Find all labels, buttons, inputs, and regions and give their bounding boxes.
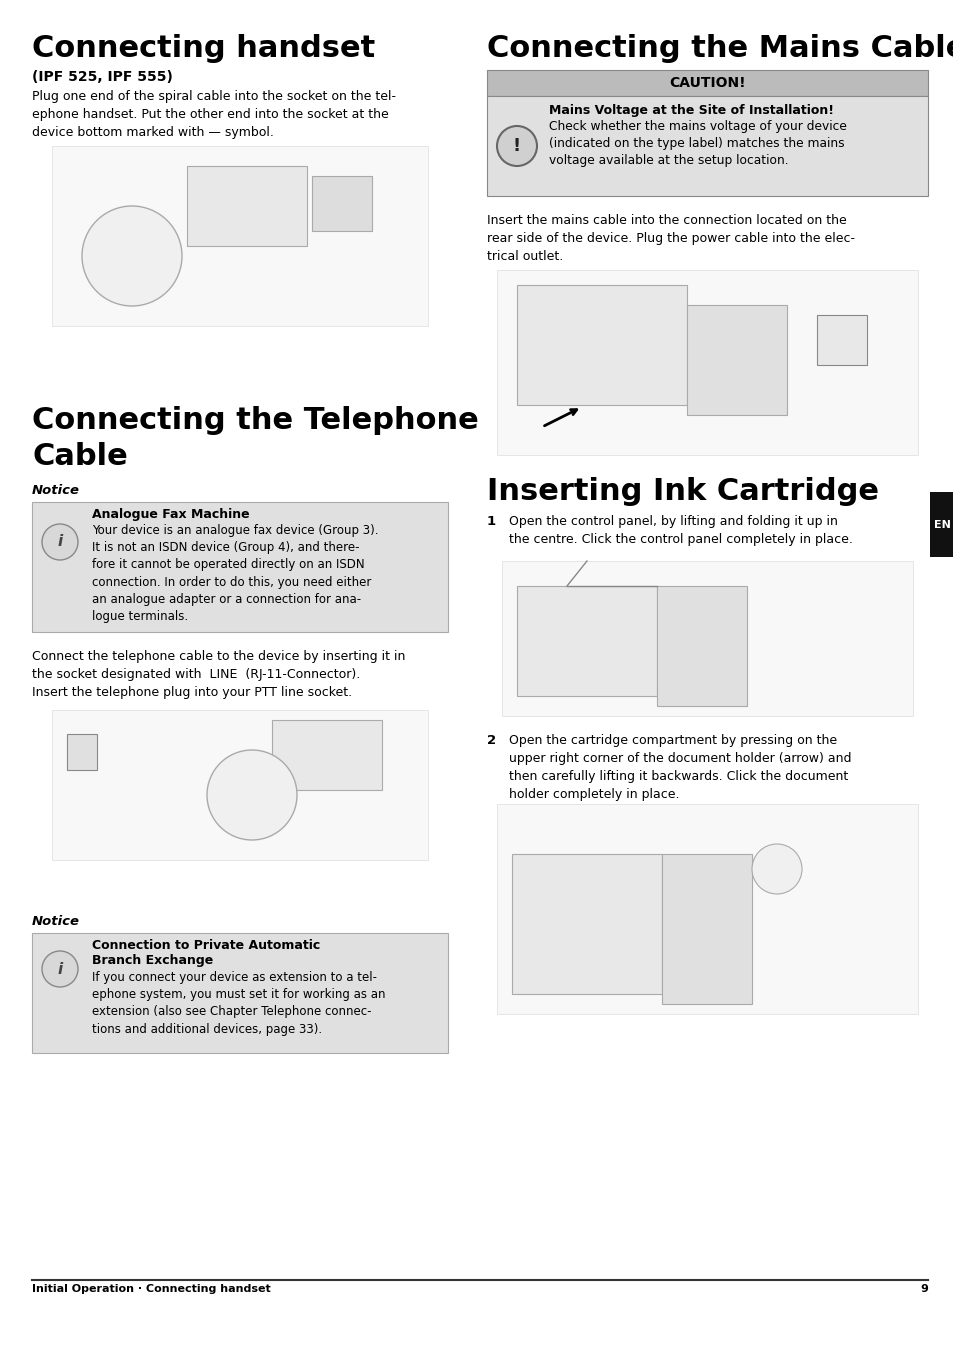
Bar <box>657 585 746 706</box>
Bar <box>661 854 751 1005</box>
Bar <box>486 70 927 96</box>
Text: Connecting the Telephone: Connecting the Telephone <box>32 406 478 435</box>
Text: !: ! <box>513 137 520 155</box>
Text: If you connect your device as extension to a tel-
ephone system, you must set it: If you connect your device as extension … <box>91 971 385 1036</box>
Text: i: i <box>57 961 63 976</box>
Text: Branch Exchange: Branch Exchange <box>91 955 213 967</box>
Text: Notice: Notice <box>32 915 80 927</box>
Bar <box>497 804 917 1014</box>
Circle shape <box>207 750 296 840</box>
Text: i: i <box>57 534 63 549</box>
Bar <box>32 502 448 631</box>
Text: 1: 1 <box>486 515 496 529</box>
Text: Mains Voltage at the Site of Installation!: Mains Voltage at the Site of Installatio… <box>548 104 833 118</box>
Text: Your device is an analogue fax device (Group 3).
It is not an ISDN device (Group: Your device is an analogue fax device (G… <box>91 525 378 623</box>
Text: Connect the telephone cable to the device by inserting it in
the socket designat: Connect the telephone cable to the devic… <box>32 650 405 699</box>
Bar <box>312 176 372 231</box>
Bar <box>517 585 657 696</box>
Circle shape <box>82 206 182 306</box>
Text: Cable: Cable <box>32 442 128 470</box>
Text: Insert the mains cable into the connection located on the
rear side of the devic: Insert the mains cable into the connecti… <box>486 214 854 264</box>
Bar <box>929 492 953 557</box>
Text: Open the control panel, by lifting and folding it up in
the centre. Click the co: Open the control panel, by lifting and f… <box>509 515 852 546</box>
Bar <box>67 734 97 771</box>
Text: Plug one end of the spiral cable into the socket on the tel-
ephone handset. Put: Plug one end of the spiral cable into th… <box>32 91 395 139</box>
Bar <box>486 96 927 196</box>
Text: Connecting handset: Connecting handset <box>32 34 375 64</box>
Text: Connection to Private Automatic: Connection to Private Automatic <box>91 940 320 952</box>
Text: Connecting the Mains Cable: Connecting the Mains Cable <box>486 34 953 64</box>
Bar <box>52 710 428 860</box>
Text: Open the cartridge compartment by pressing on the
upper right corner of the docu: Open the cartridge compartment by pressi… <box>509 734 851 800</box>
Text: EN: EN <box>933 519 949 530</box>
Circle shape <box>751 844 801 894</box>
Text: (IPF 525, IPF 555): (IPF 525, IPF 555) <box>32 70 172 84</box>
Circle shape <box>42 525 78 560</box>
Text: 9: 9 <box>919 1284 927 1294</box>
Bar <box>512 854 661 994</box>
Bar <box>32 933 448 1053</box>
Text: Analogue Fax Machine: Analogue Fax Machine <box>91 508 250 521</box>
Bar <box>501 561 912 717</box>
Text: Check whether the mains voltage of your device
(indicated on the type label) mat: Check whether the mains voltage of your … <box>548 120 846 168</box>
Bar <box>52 146 428 326</box>
Bar <box>272 721 381 790</box>
Bar <box>187 166 307 246</box>
Bar <box>816 315 866 365</box>
Text: Notice: Notice <box>32 484 80 498</box>
Text: 2: 2 <box>486 734 496 748</box>
Text: Inserting Ink Cartridge: Inserting Ink Cartridge <box>486 477 878 506</box>
Circle shape <box>42 950 78 987</box>
Text: Initial Operation · Connecting handset: Initial Operation · Connecting handset <box>32 1284 271 1294</box>
Bar <box>497 270 917 456</box>
Bar <box>686 306 786 415</box>
Text: CAUTION!: CAUTION! <box>668 76 745 91</box>
Circle shape <box>497 126 537 166</box>
Bar <box>517 285 686 406</box>
